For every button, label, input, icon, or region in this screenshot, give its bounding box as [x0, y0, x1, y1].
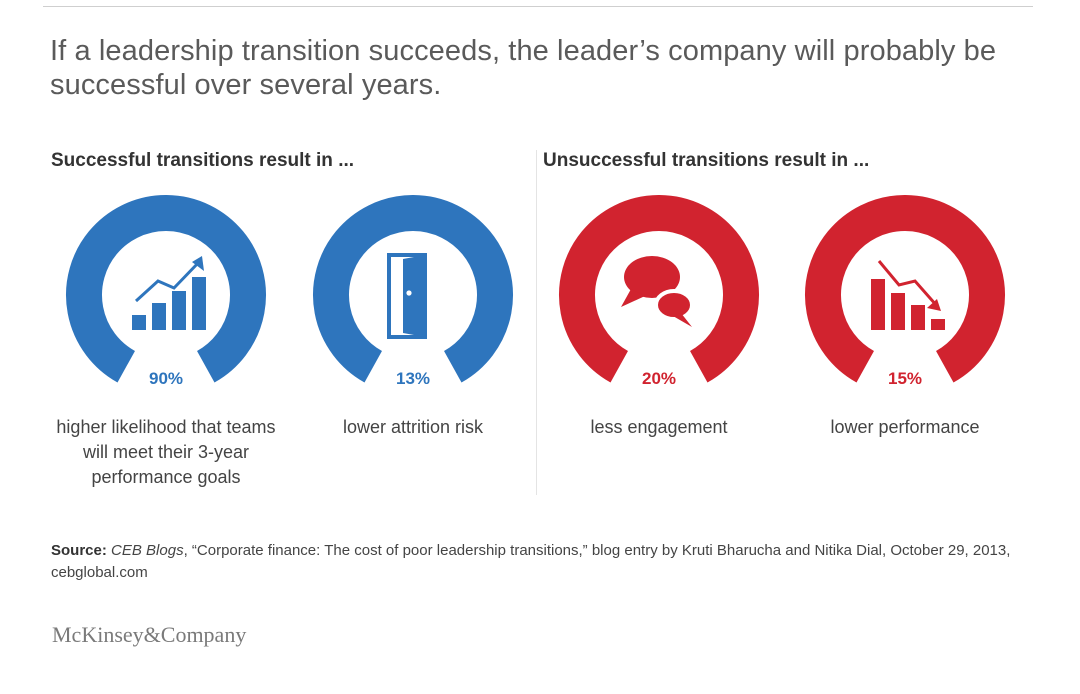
gauge-ring — [303, 195, 523, 395]
metric-value: 15% — [887, 369, 923, 388]
source-note: Source: CEB Blogs, “Corporate finance: T… — [51, 540, 1041, 584]
headline: If a leadership transition succeeds, the… — [50, 35, 997, 101]
gauge-arc — [559, 195, 759, 383]
mckinsey-logo: McKinsey&Company — [52, 622, 247, 647]
metric-caption: less engagement — [590, 417, 728, 437]
section-divider — [536, 150, 537, 495]
successful-heading: Successful transitions result in ... — [51, 150, 355, 171]
metric-value: 90% — [148, 369, 184, 388]
metric-caption: lower attrition risk — [342, 417, 484, 437]
top-rule — [43, 6, 1033, 7]
bar-chart-up-icon — [132, 256, 206, 330]
source-text: , “Corporate finance: The cost of poor l… — [51, 542, 1011, 581]
gauge-arc — [313, 195, 513, 383]
gauge-ring — [549, 195, 769, 395]
metric-value: 13% — [395, 369, 431, 388]
source-publication: CEB Blogs — [111, 542, 184, 559]
metric-value: 20% — [641, 369, 677, 388]
unsuccessful-heading: Unsuccessful transitions result in ... — [543, 150, 870, 171]
metric-caption: higher likelihood that teams will meet t… — [56, 417, 276, 487]
metric-caption: lower performance — [830, 417, 980, 437]
gauge-arc — [66, 195, 266, 383]
speech-bubbles-icon — [621, 256, 694, 327]
door-icon — [387, 253, 427, 339]
gauge-arc — [805, 195, 1005, 383]
bar-chart-down-icon — [871, 260, 945, 330]
gauge-ring — [795, 195, 1015, 395]
gauge-ring — [56, 195, 276, 395]
source-label: Source: — [51, 542, 107, 559]
